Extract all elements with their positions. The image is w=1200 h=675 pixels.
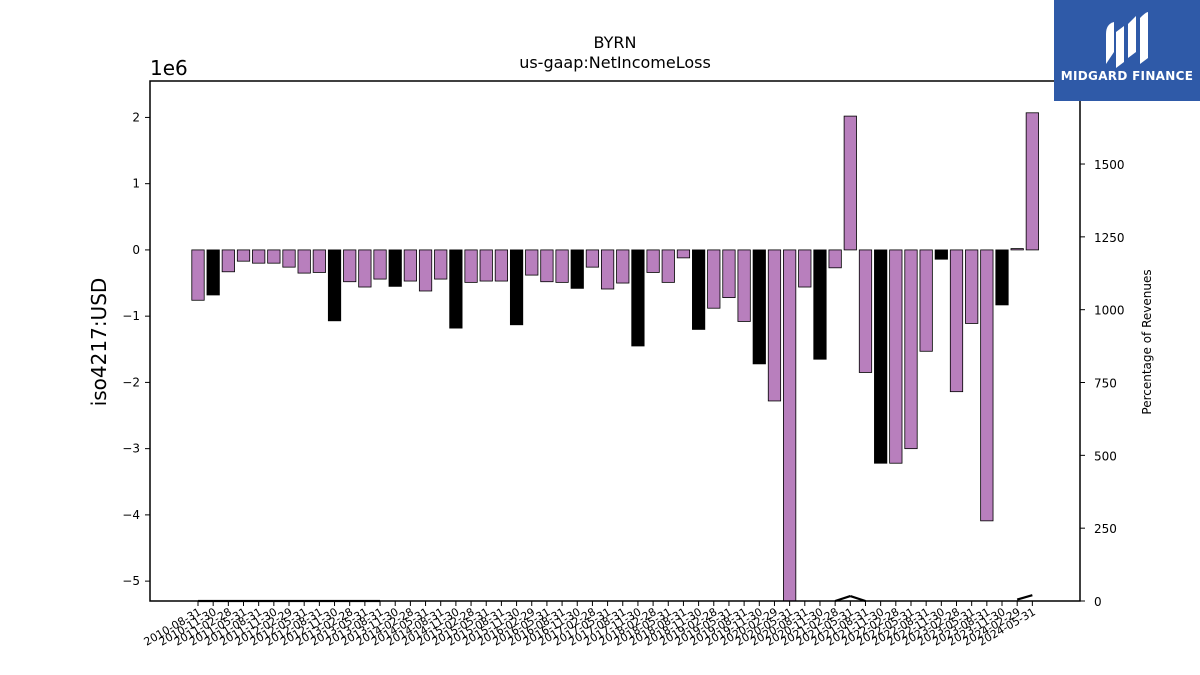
bar-2023-11-30 xyxy=(995,249,1009,306)
bar-2024-02-29 xyxy=(1010,248,1024,251)
y-tick-label: 0 xyxy=(132,243,140,257)
bar-2014-08-31 xyxy=(434,249,448,280)
y-tick-label: −5 xyxy=(122,574,140,588)
bar-2013-05-31 xyxy=(358,249,372,288)
bar-2019-11-30 xyxy=(752,249,766,365)
bar-2022-08-31 xyxy=(919,249,933,352)
bar-2010-11-30 xyxy=(206,249,220,296)
bar-2021-11-30 xyxy=(874,249,888,464)
bar-2016-02-29 xyxy=(525,249,539,276)
bar-2015-02-28 xyxy=(464,249,478,283)
bar-2020-02-29 xyxy=(767,249,782,402)
logo-wordmark: MIDGARD FINANCE xyxy=(1060,69,1194,83)
bar-2016-11-30 xyxy=(570,249,584,289)
y2-axis-label: Percentage of Revenues xyxy=(1140,269,1154,414)
y2-tick-label: 0 xyxy=(1094,595,1102,609)
chart-title: BYRN xyxy=(594,33,637,52)
y2-tick-label: 1250 xyxy=(1094,231,1125,245)
bar-2011-11-30 xyxy=(267,249,281,264)
bar-2012-02-29 xyxy=(282,249,296,268)
bar-2018-11-30 xyxy=(692,249,706,330)
bar-2019-02-28 xyxy=(707,249,721,309)
bar-2017-11-30 xyxy=(631,249,645,347)
bar-2022-02-28 xyxy=(889,249,903,464)
bar-2017-02-28 xyxy=(585,249,600,268)
y-axis-label: iso4217:USD xyxy=(87,278,111,407)
bar-2014-11-30 xyxy=(449,249,463,329)
bar-2013-02-28 xyxy=(343,249,357,283)
bar-2024-05-31 xyxy=(1025,112,1039,251)
bar-2015-08-31 xyxy=(494,249,509,282)
y-offset-label: 1e6 xyxy=(150,56,188,80)
y-axis: 2 1 0 −1 −2 −3 −4 −5 xyxy=(122,110,150,588)
bar-2016-08-31 xyxy=(555,249,569,283)
bar-2019-05-31 xyxy=(722,249,736,299)
bar-2014-02-28 xyxy=(403,249,417,282)
bar-2020-05-31 xyxy=(783,249,797,602)
bar-2018-05-31 xyxy=(661,249,675,283)
bar-2012-05-31 xyxy=(297,249,311,274)
y-tick-label: −4 xyxy=(122,508,140,522)
bar-2019-08-31 xyxy=(737,249,751,322)
y-tick-label: 2 xyxy=(132,110,140,124)
midgard-logo-icon xyxy=(1106,12,1148,68)
bar-2018-08-31 xyxy=(676,249,691,259)
bar-2015-11-30 xyxy=(509,249,524,326)
bar-2016-05-31 xyxy=(540,249,554,283)
bar-2023-08-31 xyxy=(980,249,994,522)
pct-line xyxy=(198,594,1033,603)
y2-tick-label: 250 xyxy=(1094,522,1117,536)
bar-2020-08-31 xyxy=(798,249,812,288)
y-tick-label: 1 xyxy=(132,177,140,191)
y2-tick-label: 750 xyxy=(1094,377,1117,391)
bar-2012-08-31 xyxy=(312,249,326,273)
bar-2017-05-31 xyxy=(600,249,615,290)
plot-frame xyxy=(149,80,1081,602)
bar-2013-11-30 xyxy=(388,249,402,287)
bar-2020-11-30 xyxy=(813,249,827,360)
y2-tick-label: 500 xyxy=(1094,449,1117,463)
y-tick-label: −2 xyxy=(122,375,140,389)
logo: MIDGARD FINANCE xyxy=(1054,0,1200,101)
bar-2014-05-31 xyxy=(418,249,433,292)
bar-2021-02-28 xyxy=(828,249,842,269)
bar-2022-11-30 xyxy=(934,249,948,260)
bar-2011-05-31 xyxy=(236,249,251,262)
pct-line-segment xyxy=(849,595,866,603)
x-axis: 2010-08-312010-11-302011-02-282011-05-31… xyxy=(142,601,1038,649)
bar-2012-11-30 xyxy=(327,249,342,322)
y2-axis: 17501500125010007505002500 xyxy=(1080,85,1125,609)
bar-2023-02-28 xyxy=(949,249,964,393)
bar-2023-05-31 xyxy=(965,249,979,324)
y2-tick-label: 1500 xyxy=(1094,158,1125,172)
pct-line-segment xyxy=(834,595,851,603)
y-tick-label: −3 xyxy=(122,442,140,456)
bar-2013-08-31 xyxy=(373,249,387,280)
y2-tick-label: 1000 xyxy=(1094,304,1125,318)
chart-subtitle: us-gaap:NetIncomeLoss xyxy=(519,53,711,72)
bar-2011-02-28 xyxy=(221,249,235,273)
bar-2021-05-31 xyxy=(843,115,857,251)
bar-2017-08-31 xyxy=(616,249,630,284)
bar-2011-08-31 xyxy=(252,249,266,264)
bar-2010-08-31 xyxy=(191,249,205,301)
pct-line-segment xyxy=(1016,594,1033,601)
bars xyxy=(191,112,1039,602)
bar-2015-05-31 xyxy=(479,249,493,282)
bar-2018-02-28 xyxy=(646,249,660,273)
y-tick-label: −1 xyxy=(122,309,140,323)
bar-2021-08-31 xyxy=(858,249,873,373)
bar-2022-05-31 xyxy=(904,249,918,450)
